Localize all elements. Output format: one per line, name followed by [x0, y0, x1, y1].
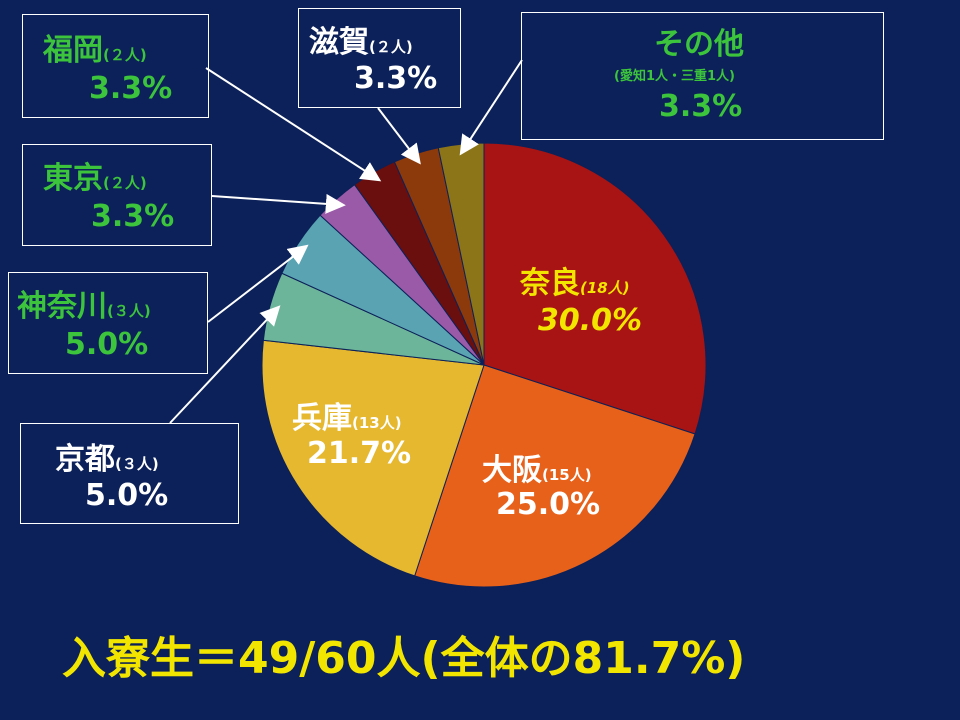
leader-line-5: [211, 193, 346, 214]
total-summary: 入寮生＝49/60人(全体の81.7%): [62, 633, 746, 684]
pie-slice-1: [414, 364, 696, 588]
slice-count: (13人): [352, 414, 402, 432]
slice-label-nara: 奈良(18人): [520, 258, 630, 302]
leader-line-7: [377, 107, 421, 165]
leader-line-6: [205, 67, 382, 182]
slice-count: (２人): [103, 174, 147, 192]
leader-line-8: [459, 59, 523, 156]
slice-count: (３人): [107, 302, 151, 320]
slice-count: (３人): [115, 455, 159, 473]
slice-pct-hyogo: 21.7%: [307, 436, 412, 471]
callout-kyoto: 京都(３人) 5.0%: [20, 423, 239, 524]
leader-line-3: [169, 305, 281, 424]
slice-label-hyogo: 兵庫(13人): [292, 393, 402, 437]
callout-other: その他 (愛知1人・三重1人) 3.3%: [521, 12, 884, 140]
callout-fukuoka: 福岡(２人) 3.3%: [22, 14, 209, 118]
slice-name: その他: [654, 27, 744, 62]
slice-pct: 5.0%: [65, 327, 149, 362]
pie-slice-0: [483, 142, 707, 435]
slice-name: 大阪: [482, 453, 542, 488]
slice-pct: 3.3%: [89, 71, 173, 106]
slice-count: (愛知1人・三重1人): [614, 69, 735, 84]
slice-pct-osaka: 25.0%: [496, 487, 601, 522]
callout-shiga: 滋賀(２人) 3.3%: [298, 8, 461, 108]
slice-pct: 5.0%: [85, 478, 169, 513]
slice-count: (15人): [542, 466, 592, 484]
slice-count: (２人): [369, 38, 413, 56]
slice-pct: 3.3%: [91, 199, 175, 234]
leader-line-4: [207, 244, 309, 323]
slice-count: (２人): [103, 46, 147, 64]
callout-kanagawa: 神奈川(３人) 5.0%: [8, 272, 208, 374]
slice-pct: 3.3%: [354, 61, 438, 96]
slice-name: 兵庫: [292, 401, 352, 436]
callout-tokyo: 東京(２人) 3.3%: [22, 144, 212, 246]
slice-name: 神奈川: [17, 289, 107, 324]
slice-name: 福岡: [43, 33, 103, 68]
slice-pct-nara: 30.0%: [538, 303, 643, 338]
slice-count: (18人): [580, 279, 630, 297]
slice-pct: 3.3%: [659, 89, 743, 124]
slice-name: 東京: [43, 161, 103, 196]
slice-name: 奈良: [520, 266, 580, 301]
slice-name: 滋賀: [309, 25, 369, 60]
pie-slice-2: [261, 339, 485, 577]
slice-name: 京都: [55, 442, 115, 477]
slice-label-osaka: 大阪(15人): [482, 445, 592, 489]
